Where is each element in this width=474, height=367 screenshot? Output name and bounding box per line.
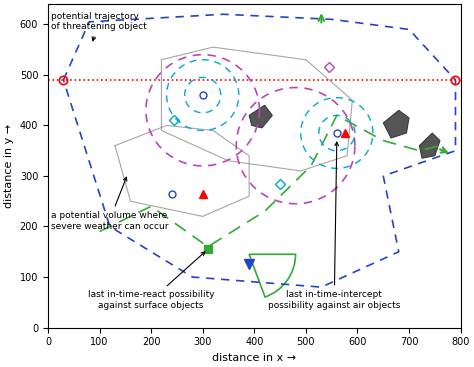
Text: last in-time-react possibility
against surface objects: last in-time-react possibility against s… [88,252,214,310]
Polygon shape [419,133,440,158]
Text: a potential volume where
severe weather can occur: a potential volume where severe weather … [51,177,168,231]
Polygon shape [383,110,409,138]
Polygon shape [249,105,273,128]
X-axis label: distance in x →: distance in x → [212,353,296,363]
Text: last in-time-intercept
possibility against air objects: last in-time-intercept possibility again… [268,142,401,310]
Y-axis label: distance in y →: distance in y → [4,124,14,208]
Text: potential trajectory
of threatening object: potential trajectory of threatening obje… [51,12,146,41]
